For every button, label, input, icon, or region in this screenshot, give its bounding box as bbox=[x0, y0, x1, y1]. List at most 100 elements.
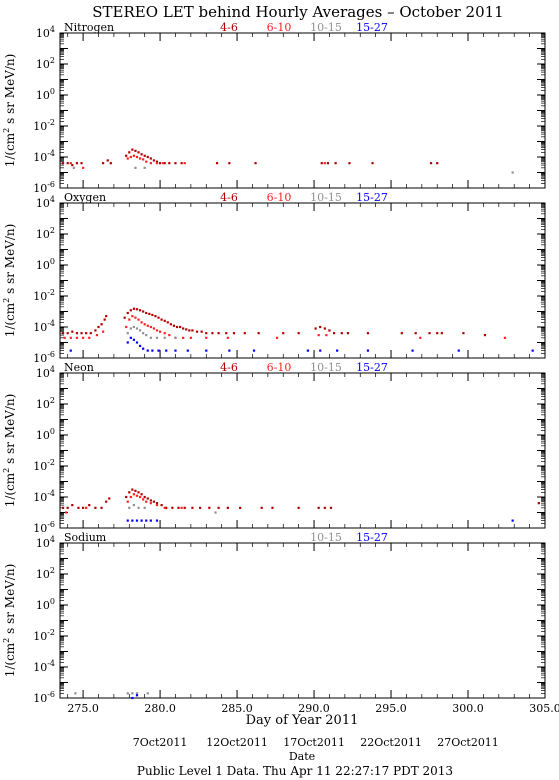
data-point bbox=[75, 332, 79, 335]
data-point bbox=[257, 332, 260, 335]
data-point bbox=[152, 500, 156, 503]
data-point bbox=[152, 159, 156, 162]
data-point bbox=[217, 332, 220, 335]
data-point bbox=[271, 506, 274, 509]
data-point bbox=[157, 316, 160, 319]
y-tick-base: 10 bbox=[36, 568, 50, 581]
y-tick-label: 10-2 bbox=[33, 628, 55, 643]
data-point bbox=[61, 506, 65, 509]
data-point bbox=[158, 330, 162, 333]
y-tick-base: 10 bbox=[33, 120, 47, 133]
data-point bbox=[163, 506, 166, 509]
data-point bbox=[151, 313, 154, 317]
data-point bbox=[160, 504, 163, 507]
panel-name: Oxygen bbox=[64, 191, 106, 204]
y-axis-label-sup: 2 bbox=[2, 638, 11, 643]
y-tick-exponent: -6 bbox=[47, 350, 55, 359]
data-point bbox=[215, 162, 219, 165]
data-point bbox=[138, 329, 142, 332]
data-point bbox=[366, 332, 370, 335]
data-point bbox=[88, 336, 91, 339]
y-tick-exponent: 0 bbox=[50, 427, 55, 436]
data-point bbox=[205, 349, 208, 352]
y-tick-base: 10 bbox=[36, 27, 50, 40]
data-point bbox=[325, 334, 328, 337]
data-point bbox=[142, 498, 145, 501]
y-tick-exponent: -4 bbox=[47, 319, 55, 328]
data-point bbox=[169, 323, 172, 326]
y-tick-base: 10 bbox=[33, 151, 47, 164]
data-point bbox=[81, 166, 85, 169]
data-point bbox=[132, 493, 136, 496]
data-point bbox=[66, 506, 69, 509]
y-axis-label-part: s sr MeV/n) bbox=[3, 564, 17, 638]
data-point bbox=[174, 162, 177, 165]
data-point bbox=[80, 332, 83, 335]
legend-entry: 6-10 bbox=[267, 21, 292, 34]
data-point bbox=[436, 332, 439, 335]
date-tick-label: 7Oct2011 bbox=[133, 736, 188, 749]
y-tick-exponent: -2 bbox=[47, 458, 55, 467]
y-tick-base: 10 bbox=[33, 352, 47, 365]
data-point bbox=[125, 325, 128, 329]
data-point bbox=[65, 511, 68, 514]
data-point bbox=[531, 349, 534, 352]
data-point bbox=[146, 497, 149, 500]
data-point bbox=[134, 166, 137, 169]
data-point bbox=[140, 519, 143, 522]
data-point bbox=[155, 162, 159, 165]
data-point bbox=[511, 171, 514, 174]
data-point bbox=[146, 349, 149, 352]
y-tick-label: 104 bbox=[36, 365, 55, 380]
y-tick-exponent: -6 bbox=[47, 520, 55, 529]
data-point bbox=[155, 160, 159, 163]
x-tick-label: 275.0 bbox=[67, 702, 99, 715]
legend-entry: 4-6 bbox=[220, 21, 238, 34]
data-point bbox=[135, 519, 139, 522]
legend-entry: 4-6 bbox=[220, 191, 238, 204]
data-point bbox=[400, 332, 403, 335]
data-point bbox=[411, 349, 414, 352]
legend-entry: 6-10 bbox=[267, 361, 292, 374]
data-point bbox=[88, 504, 91, 507]
data-point bbox=[149, 499, 152, 502]
data-point bbox=[188, 329, 191, 332]
y-tick-base: 10 bbox=[36, 197, 50, 210]
data-point bbox=[69, 162, 72, 165]
data-point bbox=[165, 349, 168, 352]
data-point bbox=[126, 332, 129, 335]
y-axis-label-sup: 2 bbox=[2, 468, 11, 473]
data-point bbox=[282, 332, 285, 335]
y-tick-exponent: 4 bbox=[50, 535, 55, 544]
y-tick-base: 10 bbox=[33, 182, 47, 195]
data-point bbox=[97, 325, 100, 329]
data-point bbox=[61, 332, 65, 335]
data-point bbox=[69, 336, 72, 339]
date-tick-label: 12Oct2011 bbox=[206, 736, 268, 749]
y-tick-exponent: -2 bbox=[47, 628, 55, 637]
legend-entry: 4-6 bbox=[220, 361, 238, 374]
data-point bbox=[191, 329, 194, 332]
data-point bbox=[145, 311, 148, 315]
data-point bbox=[138, 495, 142, 499]
data-point bbox=[126, 341, 129, 344]
data-point bbox=[260, 506, 263, 509]
data-point bbox=[94, 329, 97, 332]
y-tick-exponent: 4 bbox=[50, 195, 55, 204]
y-tick-base: 10 bbox=[33, 321, 47, 334]
y-tick-label: 10-4 bbox=[33, 149, 55, 164]
data-point bbox=[174, 336, 177, 339]
data-point bbox=[163, 336, 166, 339]
y-tick-label: 102 bbox=[36, 566, 55, 581]
y-axis-label-part: 1/(cm bbox=[3, 472, 17, 507]
data-point bbox=[414, 332, 417, 335]
y-tick-exponent: -6 bbox=[47, 180, 55, 189]
data-point bbox=[146, 324, 149, 327]
data-point bbox=[168, 162, 171, 165]
data-point bbox=[145, 160, 148, 163]
data-point bbox=[132, 338, 136, 341]
data-point bbox=[151, 349, 154, 352]
